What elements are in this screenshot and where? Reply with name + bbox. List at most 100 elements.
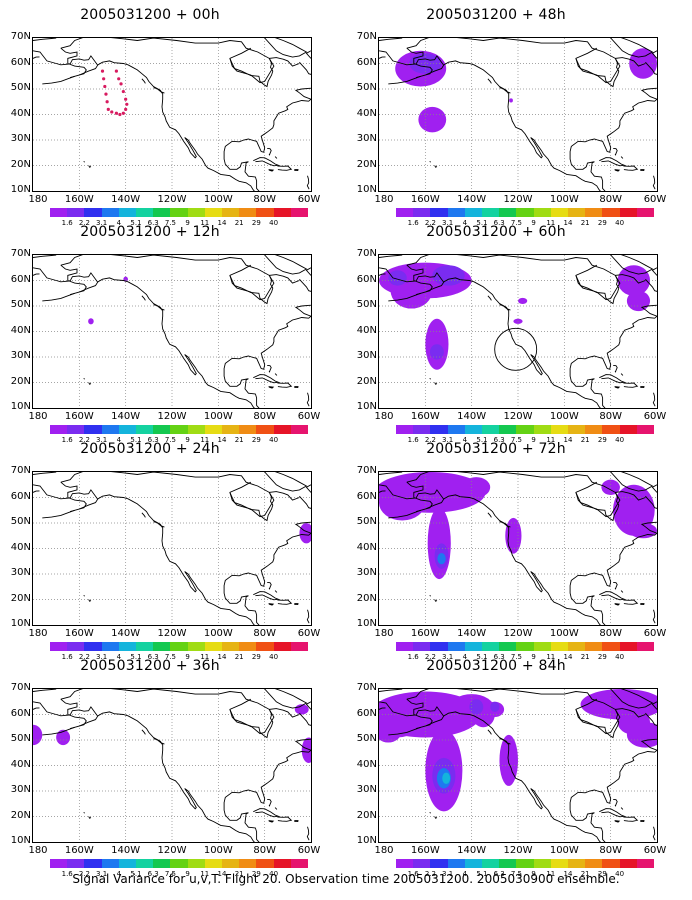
coastline (487, 78, 492, 84)
coastline (652, 392, 656, 407)
longitude-tick-label: 180 (374, 628, 394, 639)
coastline (33, 707, 40, 710)
coastline (610, 689, 654, 709)
latitude-tick-label: 20N (10, 809, 31, 821)
variance-contour (423, 109, 442, 125)
colorbar-swatch (619, 208, 637, 217)
colorbar-swatch (396, 859, 414, 868)
longitude-tick-label: 120W (503, 628, 533, 639)
map-panel-60h: 2005031200 + 60h 70N 60N 50N 40N 30N 20N 10N 180… (346, 224, 667, 444)
coastline (429, 812, 431, 814)
variance-contour (462, 477, 491, 498)
colorbar-label: 9 (531, 219, 536, 227)
colorbar-swatch (602, 859, 620, 868)
colorbar-label: 11 (546, 219, 556, 227)
colorbar-label: 7.5 (164, 870, 176, 878)
colorbar-swatch (447, 425, 465, 434)
coastline (42, 509, 75, 519)
panel-title: 2005031200 + 36h (80, 658, 220, 674)
latitude-tick-label: 70N (10, 682, 31, 693)
coastline (141, 729, 146, 735)
coastline (429, 595, 431, 597)
target-circle (494, 327, 538, 371)
coastline (88, 816, 92, 819)
longitude-tick-label: 60W (643, 194, 667, 205)
colorbar-swatch (118, 425, 137, 434)
observation-point (124, 97, 128, 101)
coastline (83, 161, 85, 163)
coastline (141, 78, 146, 84)
colorbar-swatch (67, 642, 85, 651)
latitude-tick-label: 70N (356, 465, 377, 476)
colorbar (50, 859, 309, 868)
coastline (613, 147, 618, 156)
coastline (274, 156, 278, 159)
longitude-tick-label: 60W (297, 411, 321, 422)
coastline (33, 490, 40, 493)
latitude-tick-label: 10N (356, 618, 377, 629)
coastline (434, 382, 438, 385)
colorbar-label: 21 (580, 436, 590, 444)
colorbar-label: 29 (251, 436, 261, 444)
longitude-tick-label: 60W (643, 845, 667, 856)
colorbar-swatch (464, 642, 483, 651)
coastline (141, 512, 146, 518)
map-panel-84h: 2005031200 + 84h 70N 60N 50N 40N 30N 20N 10N 180… (346, 658, 667, 878)
map-panel-24h: 2005031200 + 24h 70N 60N 50N 40N 30N 20N 10N 180… (0, 441, 321, 661)
colorbar-label: 21 (580, 870, 590, 878)
coastline (575, 57, 646, 88)
longitude-tick-label: 120W (157, 411, 187, 422)
coastline (33, 273, 40, 276)
latitude-tick-label: 60N (356, 56, 377, 68)
colorbar-label: 1.6 (61, 870, 73, 878)
colorbar-swatch (153, 859, 171, 868)
coastline (42, 726, 75, 736)
coastline (623, 816, 639, 822)
colorbar-swatch (447, 642, 465, 651)
colorbar-label: 9 (531, 870, 536, 878)
longitude-tick-label: 80W (599, 411, 622, 422)
colorbar-swatch (413, 208, 431, 217)
coastline (277, 599, 293, 605)
latitude-tick-label: 20N (10, 592, 31, 604)
variance-contour (490, 701, 500, 712)
colorbar-swatch (222, 208, 240, 217)
coastline (294, 603, 299, 606)
colorbar-label: 21 (234, 436, 244, 444)
latitude-tick-label: 30N (356, 133, 377, 144)
colorbar-swatch (464, 208, 483, 217)
colorbar-label: 2.2 (424, 870, 436, 878)
colorbar-label: 40 (615, 653, 625, 661)
map-area (378, 471, 658, 626)
colorbar-swatch (101, 208, 119, 217)
colorbar-label: 9 (185, 653, 190, 661)
colorbar-swatch (482, 859, 500, 868)
colorbar-swatch (67, 208, 85, 217)
coastline (88, 382, 92, 385)
variance-contour (469, 699, 484, 715)
coastline (267, 798, 272, 807)
colorbar-swatch (516, 859, 534, 868)
coastline (253, 591, 280, 601)
longitude-tick-label: 140W (111, 194, 141, 205)
coastline (305, 50, 311, 59)
colorbar-swatch (239, 425, 257, 434)
colorbar-swatch (585, 208, 603, 217)
colorbar-swatch (516, 208, 534, 217)
longitude-tick-label: 80W (253, 411, 276, 422)
variance-contour (409, 53, 442, 74)
coastline (253, 157, 280, 167)
coastline (379, 472, 403, 475)
latitude-tick-label: 30N (10, 784, 31, 795)
colorbar-swatch (204, 859, 223, 868)
colorbar-label: 1.6 (61, 653, 73, 661)
coastline (406, 264, 601, 408)
longitude-tick-label: 160W (410, 194, 440, 205)
colorbar-swatch (396, 642, 414, 651)
coastline (306, 392, 310, 407)
longitude-tick-label: 120W (157, 845, 187, 856)
latitude-tick-label: 70N (356, 31, 377, 42)
colorbar-swatch (222, 425, 240, 434)
coastline (60, 47, 255, 191)
coastline (141, 295, 146, 301)
